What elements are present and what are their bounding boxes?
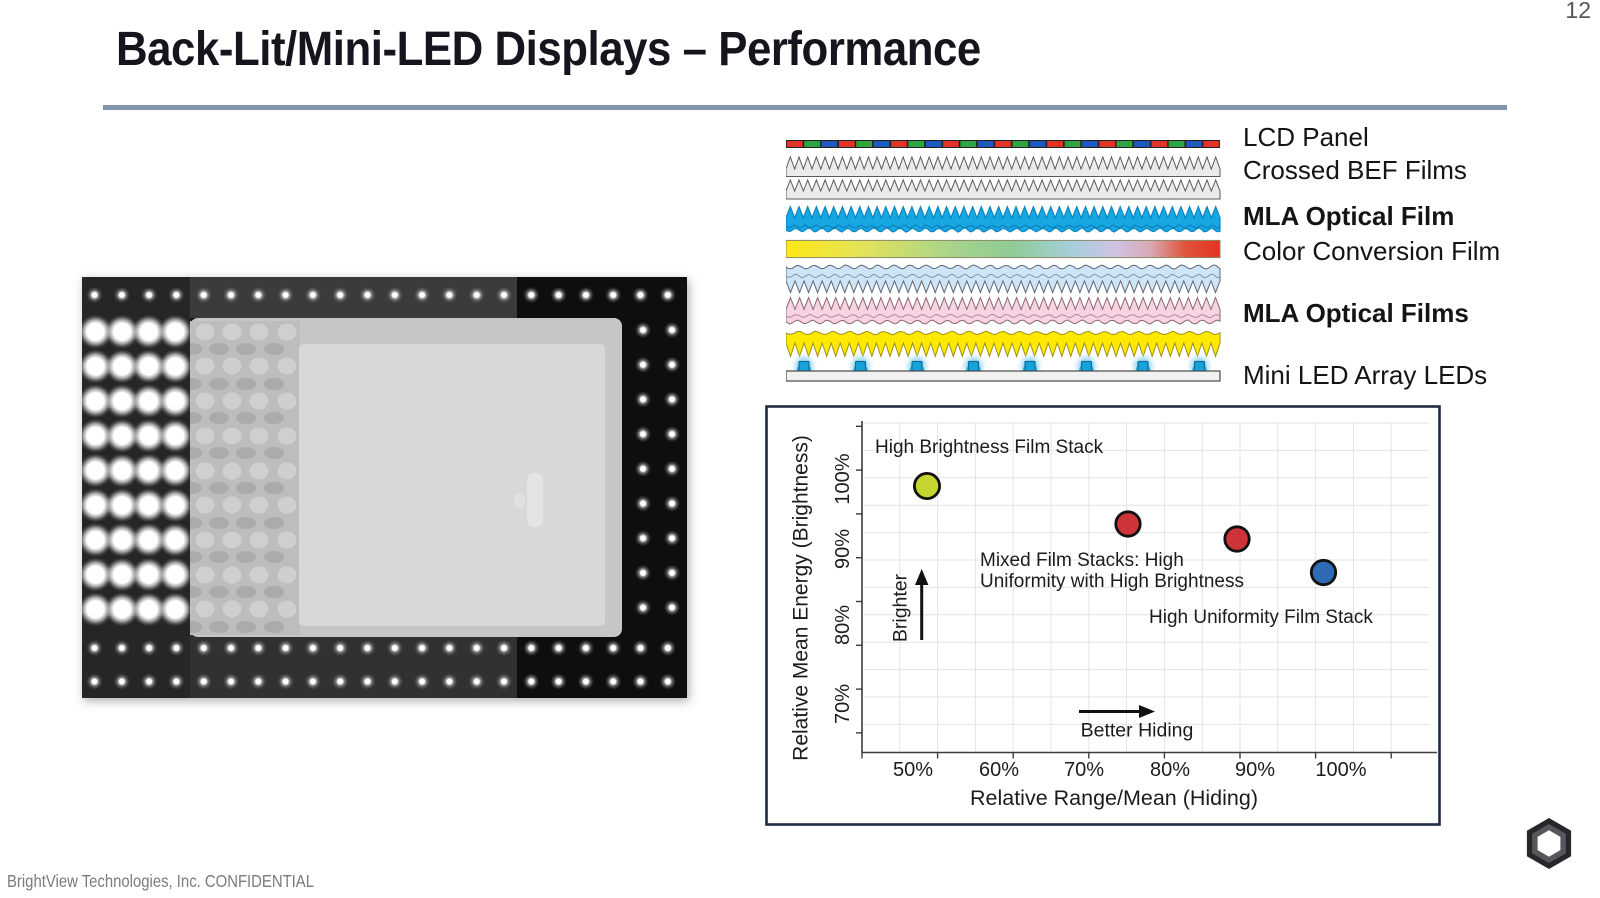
- svg-text:Relative Range/Mean (Hiding): Relative Range/Mean (Hiding): [970, 786, 1258, 810]
- svg-text:High Uniformity Film Stack: High Uniformity Film Stack: [1149, 607, 1373, 628]
- svg-text:50%: 50%: [893, 759, 933, 781]
- svg-text:90%: 90%: [832, 529, 854, 569]
- svg-text:80%: 80%: [832, 605, 854, 645]
- svg-text:Uniformity with High Brightnes: Uniformity with High Brightness: [980, 571, 1244, 592]
- svg-text:70%: 70%: [832, 684, 854, 724]
- svg-text:Relative Mean Energy (Brightne: Relative Mean Energy (Brightness): [790, 435, 813, 761]
- svg-text:Mixed Film Stacks: High: Mixed Film Stacks: High: [980, 550, 1184, 571]
- svg-text:100%: 100%: [1315, 759, 1366, 781]
- svg-text:100%: 100%: [832, 453, 854, 504]
- svg-text:Better Hiding: Better Hiding: [1081, 720, 1194, 742]
- svg-text:90%: 90%: [1235, 759, 1275, 781]
- svg-text:High Brightness Film Stack: High Brightness Film Stack: [875, 437, 1104, 458]
- svg-text:60%: 60%: [979, 759, 1019, 781]
- svg-text:70%: 70%: [1064, 759, 1104, 781]
- svg-text:Brighter: Brighter: [890, 573, 912, 642]
- svg-text:80%: 80%: [1150, 759, 1190, 781]
